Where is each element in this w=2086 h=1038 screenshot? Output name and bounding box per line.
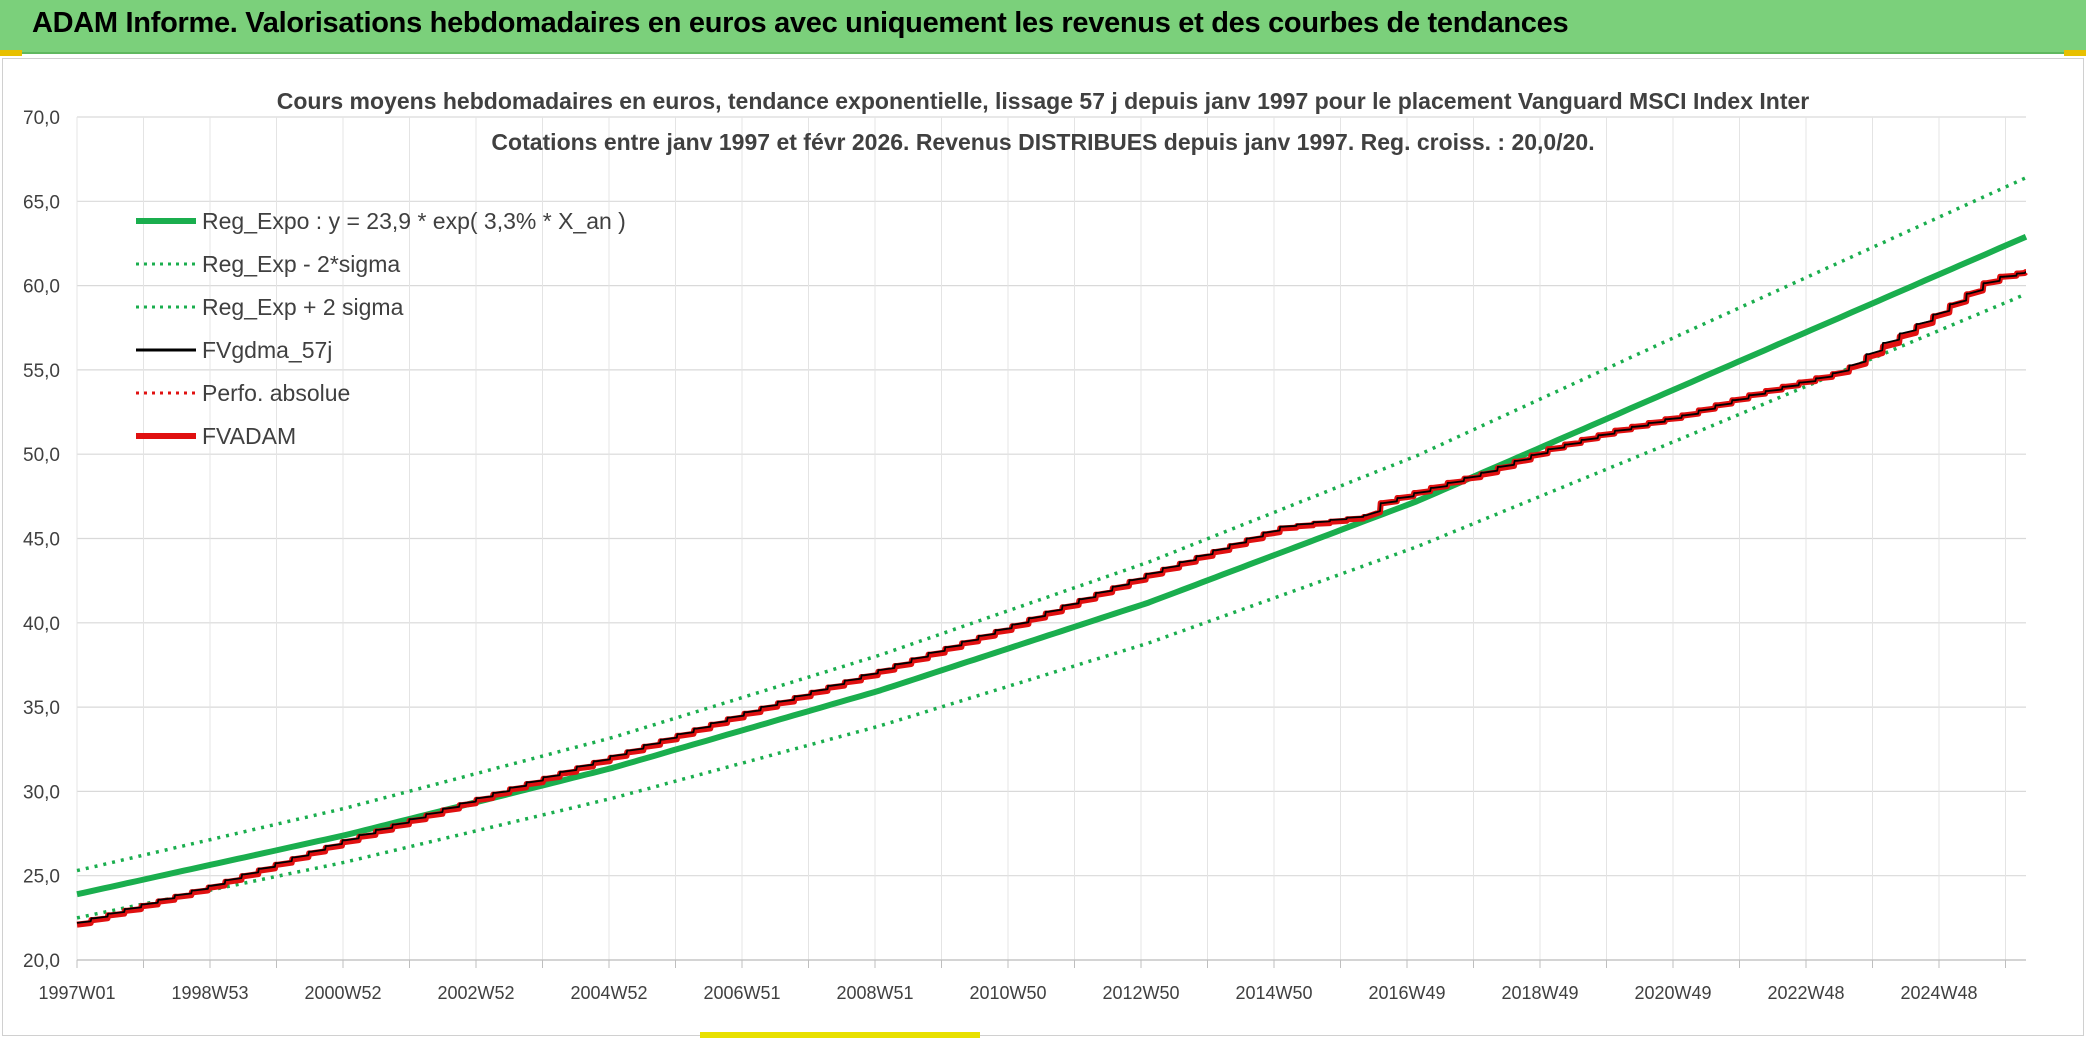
x-tick-label: 2010W50 bbox=[969, 983, 1046, 1003]
y-tick-label: 35,0 bbox=[23, 698, 60, 719]
y-tick-label: 30,0 bbox=[23, 782, 60, 803]
bottom-accent-strip bbox=[700, 1032, 980, 1038]
series-line bbox=[76, 292, 2027, 920]
y-tick-label: 50,0 bbox=[23, 445, 60, 466]
x-tick-label: 2002W52 bbox=[437, 983, 514, 1003]
corner-accent-right bbox=[2064, 50, 2086, 56]
legend-label: Reg_Exp - 2*sigma bbox=[202, 251, 400, 277]
legend-label: Reg_Exp + 2 sigma bbox=[202, 294, 404, 320]
x-tick-label: 1998W53 bbox=[171, 983, 248, 1003]
y-tick-label: 70,0 bbox=[23, 108, 60, 129]
y-tick-label: 45,0 bbox=[23, 530, 60, 551]
y-tick-label: 25,0 bbox=[23, 867, 60, 888]
x-tick-label: 2006W51 bbox=[703, 983, 780, 1003]
x-tick-label: 2012W50 bbox=[1102, 983, 1179, 1003]
chart-title-line1: Cours moyens hebdomadaires en euros, ten… bbox=[277, 88, 1810, 114]
y-tick-label: 40,0 bbox=[23, 614, 60, 635]
chart-legend: Reg_Expo : y = 23,9 * exp( 3,3% * X_an )… bbox=[136, 208, 626, 449]
x-tick-label: 2018W49 bbox=[1501, 983, 1578, 1003]
x-tick-label: 2000W52 bbox=[304, 983, 381, 1003]
series-line bbox=[76, 233, 2028, 898]
chart-grid bbox=[76, 116, 2026, 961]
chart-series bbox=[76, 176, 2029, 928]
corner-accent-left bbox=[0, 50, 22, 56]
chart-axes: 20,0 25,0 30,0 35,0 40,0 45,0 50,0 55,0 60,0 65,0… bbox=[23, 108, 2026, 1003]
series-line bbox=[76, 271, 2027, 924]
report-banner: ADAM Informe. Valorisations hebdomadaire… bbox=[0, 0, 2086, 54]
y-tick-label: 65,0 bbox=[23, 192, 60, 213]
x-tick-label: 2024W48 bbox=[1900, 983, 1977, 1003]
legend-label: Perfo. absolue bbox=[202, 380, 350, 406]
x-tick-label: 2020W49 bbox=[1634, 983, 1711, 1003]
x-tick-label: 1997W01 bbox=[38, 983, 115, 1003]
legend-label: Reg_Expo : y = 23,9 * exp( 3,3% * X_an ) bbox=[202, 208, 626, 234]
y-tick-label: 20,0 bbox=[23, 951, 60, 972]
series-line bbox=[76, 176, 2027, 873]
legend-label: FVgdma_57j bbox=[202, 337, 332, 363]
x-tick-label: 2008W51 bbox=[836, 983, 913, 1003]
x-tick-label: 2016W49 bbox=[1368, 983, 1445, 1003]
y-tick-label: 55,0 bbox=[23, 361, 60, 382]
chart-frame bbox=[2, 58, 2084, 1036]
report-title: ADAM Informe. Valorisations hebdomadaire… bbox=[32, 7, 1569, 39]
chart-title-line2: Cotations entre janv 1997 et févr 2026. … bbox=[491, 129, 1594, 155]
y-tick-label: 60,0 bbox=[23, 277, 60, 298]
x-tick-label: 2014W50 bbox=[1235, 983, 1312, 1003]
legend-label: FVADAM bbox=[202, 423, 296, 449]
x-tick-label: 2004W52 bbox=[570, 983, 647, 1003]
x-tick-label: 2022W48 bbox=[1767, 983, 1844, 1003]
